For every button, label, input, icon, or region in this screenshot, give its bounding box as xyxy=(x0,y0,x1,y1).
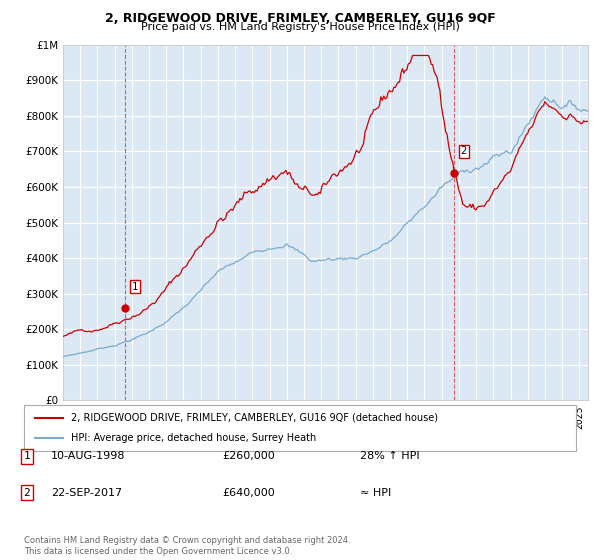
Text: £260,000: £260,000 xyxy=(222,451,275,461)
Text: 1: 1 xyxy=(131,282,138,292)
Text: 2, RIDGEWOOD DRIVE, FRIMLEY, CAMBERLEY, GU16 9QF: 2, RIDGEWOOD DRIVE, FRIMLEY, CAMBERLEY, … xyxy=(104,12,496,25)
Text: 22-SEP-2017: 22-SEP-2017 xyxy=(51,488,122,498)
FancyBboxPatch shape xyxy=(24,405,576,451)
Text: Price paid vs. HM Land Registry's House Price Index (HPI): Price paid vs. HM Land Registry's House … xyxy=(140,22,460,32)
Text: 2: 2 xyxy=(460,147,467,156)
Text: 1: 1 xyxy=(23,451,31,461)
Text: Contains HM Land Registry data © Crown copyright and database right 2024.
This d: Contains HM Land Registry data © Crown c… xyxy=(24,536,350,556)
Text: 2, RIDGEWOOD DRIVE, FRIMLEY, CAMBERLEY, GU16 9QF (detached house): 2, RIDGEWOOD DRIVE, FRIMLEY, CAMBERLEY, … xyxy=(71,413,438,423)
Text: 2: 2 xyxy=(23,488,31,498)
Text: HPI: Average price, detached house, Surrey Heath: HPI: Average price, detached house, Surr… xyxy=(71,433,316,443)
Text: ≈ HPI: ≈ HPI xyxy=(360,488,391,498)
Text: £640,000: £640,000 xyxy=(222,488,275,498)
Text: 28% ↑ HPI: 28% ↑ HPI xyxy=(360,451,419,461)
Text: 10-AUG-1998: 10-AUG-1998 xyxy=(51,451,125,461)
